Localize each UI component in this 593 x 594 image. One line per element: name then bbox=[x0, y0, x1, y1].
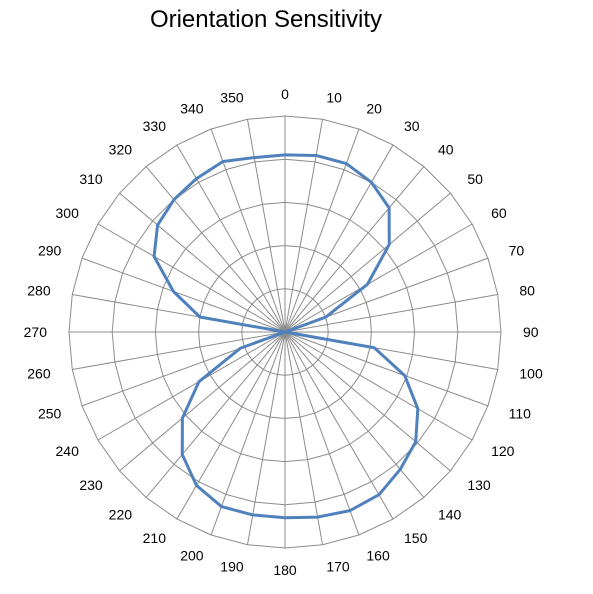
angle-label-330: 330 bbox=[143, 118, 167, 134]
angle-label-10: 10 bbox=[326, 90, 342, 106]
spoke-50 bbox=[284, 192, 451, 333]
angle-label-270: 270 bbox=[24, 324, 48, 340]
angle-label-90: 90 bbox=[523, 324, 539, 340]
angle-label-150: 150 bbox=[404, 530, 428, 546]
spoke-40 bbox=[284, 166, 425, 333]
spoke-150 bbox=[284, 331, 394, 520]
spoke-30 bbox=[284, 144, 394, 333]
angle-label-280: 280 bbox=[27, 283, 51, 299]
angle-label-40: 40 bbox=[438, 142, 454, 158]
angle-label-250: 250 bbox=[38, 405, 62, 421]
angle-label-130: 130 bbox=[467, 477, 491, 493]
angle-label-310: 310 bbox=[79, 171, 103, 187]
spoke-260 bbox=[72, 331, 286, 371]
angle-label-50: 50 bbox=[467, 171, 483, 187]
angle-label-350: 350 bbox=[220, 90, 244, 106]
angle-label-120: 120 bbox=[491, 443, 515, 459]
chart-title: Orientation Sensitivity bbox=[149, 6, 383, 33]
angle-label-170: 170 bbox=[326, 558, 350, 574]
spoke-200 bbox=[210, 331, 286, 536]
spoke-330 bbox=[176, 144, 286, 333]
angle-label-0: 0 bbox=[281, 86, 289, 102]
spoke-80 bbox=[284, 293, 498, 333]
angle-label-80: 80 bbox=[519, 283, 535, 299]
angle-label-190: 190 bbox=[220, 558, 244, 574]
spoke-350 bbox=[246, 119, 286, 333]
angle-label-220: 220 bbox=[109, 506, 133, 522]
series-line-0-0 bbox=[152, 153, 420, 520]
spoke-290 bbox=[81, 257, 286, 333]
spoke-240 bbox=[97, 331, 286, 441]
angle-label-180: 180 bbox=[273, 562, 297, 578]
angle-label-160: 160 bbox=[366, 548, 390, 564]
angle-label-320: 320 bbox=[109, 142, 133, 158]
angle-label-60: 60 bbox=[491, 205, 507, 221]
angle-label-110: 110 bbox=[509, 405, 532, 421]
angle-label-20: 20 bbox=[366, 100, 382, 116]
spoke-110 bbox=[284, 331, 489, 407]
angle-label-340: 340 bbox=[180, 100, 204, 116]
angle-label-230: 230 bbox=[79, 477, 103, 493]
angle-label-200: 200 bbox=[180, 548, 204, 564]
angle-labels: 0 10 20 30 40 50 60 70 80 90 100 110 120 130 140 150 160… bbox=[24, 86, 543, 578]
spoke-310 bbox=[119, 192, 286, 333]
spoke-170 bbox=[284, 331, 324, 545]
angle-label-210: 210 bbox=[143, 530, 167, 546]
spoke-230 bbox=[119, 331, 286, 472]
spoke-130 bbox=[284, 331, 451, 472]
angle-label-290: 290 bbox=[38, 243, 62, 259]
series-layer bbox=[152, 153, 420, 520]
angle-label-300: 300 bbox=[56, 205, 80, 221]
angle-label-70: 70 bbox=[509, 243, 525, 259]
spoke-320 bbox=[145, 166, 286, 333]
spoke-60 bbox=[284, 223, 473, 333]
angle-label-30: 30 bbox=[404, 118, 420, 134]
spoke-300 bbox=[97, 223, 286, 333]
spoke-120 bbox=[284, 331, 473, 441]
spoke-190 bbox=[246, 331, 286, 545]
angle-label-240: 240 bbox=[56, 443, 80, 459]
angle-label-140: 140 bbox=[438, 506, 462, 522]
spoke-210 bbox=[176, 331, 286, 520]
spoke-160 bbox=[284, 331, 360, 536]
spoke-220 bbox=[145, 331, 286, 498]
angle-label-100: 100 bbox=[519, 365, 543, 381]
angle-label-260: 260 bbox=[27, 365, 51, 381]
